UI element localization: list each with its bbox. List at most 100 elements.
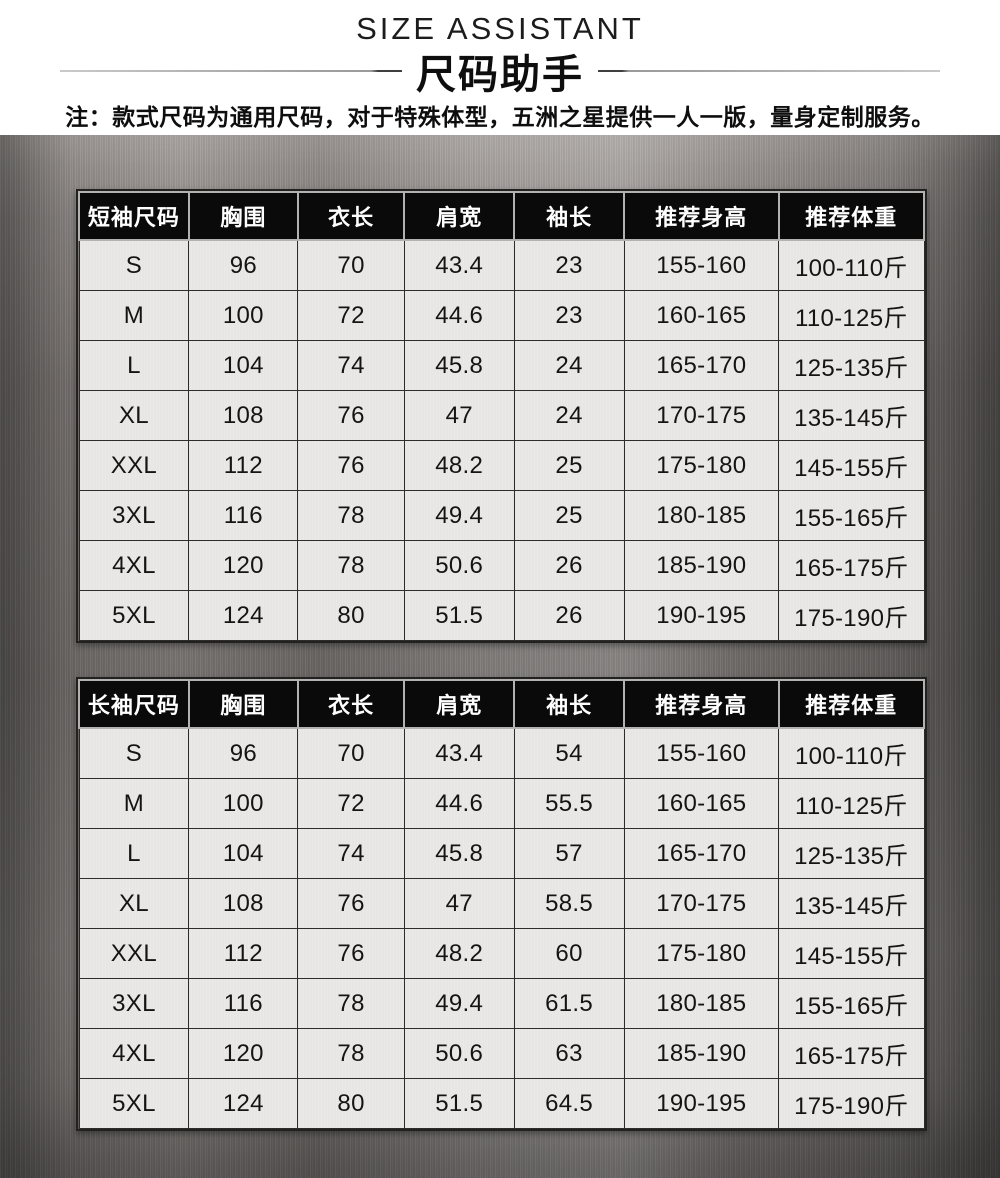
table-row: L 104 74 45.8 24 165-170 125-135斤 [78,340,925,391]
size-label-cell: XXL [78,928,190,979]
value-cell: 64.5 [513,1078,625,1129]
value-cell: 190-195 [623,590,780,641]
size-label-cell: 3XL [78,978,190,1029]
long-sleeve-table-container: 长袖尺码 胸围 衣长 肩宽 袖长 推荐身高 推荐体重 S 96 70 43.4 54 155-160 10… [76,677,927,1131]
value-cell: 145-155斤 [778,928,925,979]
value-cell: 50.6 [403,1028,515,1079]
value-cell: 47 [403,390,515,441]
size-label-cell: S [78,239,190,291]
column-header: 推荐身高 [623,191,780,241]
value-cell: 70 [297,239,405,291]
size-note: 注：款式尺码为通用尺码，对于特殊体型，五洲之星提供一人一版，量身定制服务。 [65,104,935,130]
value-cell: 26 [513,540,625,591]
divider-line-right [598,70,940,72]
header-row: 短袖尺码 胸围 衣长 肩宽 袖长 推荐身高 推荐体重 [78,191,926,241]
value-cell: 24 [513,340,625,391]
table-row: 5XL 124 80 51.5 64.5 190-195 175-190斤 [78,1078,925,1129]
value-cell: 100 [188,778,299,829]
value-cell: 100 [188,290,299,341]
value-cell: 120 [188,540,299,591]
value-cell: 120 [188,1028,299,1079]
column-header: 肩宽 [403,679,516,729]
value-cell: 116 [188,978,299,1029]
value-cell: 180-185 [623,978,780,1029]
value-cell: 165-170 [623,828,780,879]
value-cell: 57 [513,828,625,879]
value-cell: 175-190斤 [778,590,925,641]
table-row: XL 108 76 47 24 170-175 135-145斤 [78,390,925,441]
table-row: M 100 72 44.6 23 160-165 110-125斤 [78,290,925,341]
value-cell: 124 [188,590,299,641]
column-header: 袖长 [513,679,625,729]
title-chinese-row: 尺码助手 [60,48,940,97]
title-english: SIZE ASSISTANT [356,11,644,46]
value-cell: 100-110斤 [778,239,925,291]
value-cell: 135-145斤 [778,878,925,929]
value-cell: 185-190 [623,1028,780,1079]
value-cell: 155-160 [623,239,780,291]
value-cell: 145-155斤 [778,440,925,491]
size-label-cell: 5XL [78,1078,190,1129]
value-cell: 70 [297,727,405,779]
table-row: S 96 70 43.4 54 155-160 100-110斤 [78,727,925,779]
value-cell: 58.5 [513,878,625,929]
value-cell: 26 [513,590,625,641]
value-cell: 175-190斤 [778,1078,925,1129]
table-row: M 100 72 44.6 55.5 160-165 110-125斤 [78,778,925,829]
value-cell: 76 [297,440,405,491]
value-cell: 44.6 [403,778,515,829]
value-cell: 155-160 [623,727,780,779]
value-cell: 43.4 [403,727,515,779]
value-cell: 55.5 [513,778,625,829]
column-header: 胸围 [187,679,299,729]
column-header: 推荐体重 [777,679,926,729]
value-cell: 165-175斤 [778,540,925,591]
size-label-cell: 5XL [78,590,190,641]
value-cell: 45.8 [403,340,515,391]
value-cell: 190-195 [623,1078,780,1129]
value-cell: 175-180 [623,440,780,491]
value-cell: 51.5 [403,590,515,641]
header-row: 长袖尺码 胸围 衣长 肩宽 袖长 推荐身高 推荐体重 [78,679,926,729]
value-cell: 23 [513,239,625,291]
size-label-cell: XL [78,878,190,929]
value-cell: 74 [297,340,405,391]
size-label-cell: L [78,828,190,879]
value-cell: 74 [297,828,405,879]
value-cell: 100-110斤 [778,727,925,779]
value-cell: 108 [188,390,299,441]
size-label-cell: XL [78,390,190,441]
value-cell: 78 [297,1028,405,1079]
short-sleeve-size-table: 短袖尺码 胸围 衣长 肩宽 袖长 推荐身高 推荐体重 S 96 70 43.4 23 155-160 10… [78,191,926,641]
value-cell: 25 [513,440,625,491]
column-header: 衣长 [296,679,406,729]
short-sleeve-table-container: 短袖尺码 胸围 衣长 肩宽 袖长 推荐身高 推荐体重 S 96 70 43.4 23 155-160 10… [76,189,927,643]
table-row: 4XL 120 78 50.6 26 185-190 165-175斤 [78,540,925,591]
column-header: 胸围 [187,191,299,241]
value-cell: 61.5 [513,978,625,1029]
value-cell: 48.2 [403,440,515,491]
column-header: 衣长 [296,191,406,241]
value-cell: 48.2 [403,928,515,979]
value-cell: 165-175斤 [778,1028,925,1079]
column-header: 推荐体重 [777,191,926,241]
value-cell: 185-190 [623,540,780,591]
column-header: 肩宽 [403,191,516,241]
value-cell: 45.8 [403,828,515,879]
value-cell: 155-165斤 [778,978,925,1029]
value-cell: 155-165斤 [778,490,925,541]
value-cell: 104 [188,340,299,391]
value-cell: 78 [297,540,405,591]
table-row: XXL 112 76 48.2 60 175-180 145-155斤 [78,928,925,979]
value-cell: 108 [188,878,299,929]
table-row: 3XL 116 78 49.4 61.5 180-185 155-165斤 [78,978,925,1029]
value-cell: 44.6 [403,290,515,341]
value-cell: 80 [297,1078,405,1129]
value-cell: 72 [297,290,405,341]
column-header: 短袖尺码 [78,191,190,241]
size-label-cell: XXL [78,440,190,491]
value-cell: 165-170 [623,340,780,391]
size-label-cell: 4XL [78,1028,190,1079]
size-label-cell: 3XL [78,490,190,541]
column-header: 推荐身高 [623,679,780,729]
